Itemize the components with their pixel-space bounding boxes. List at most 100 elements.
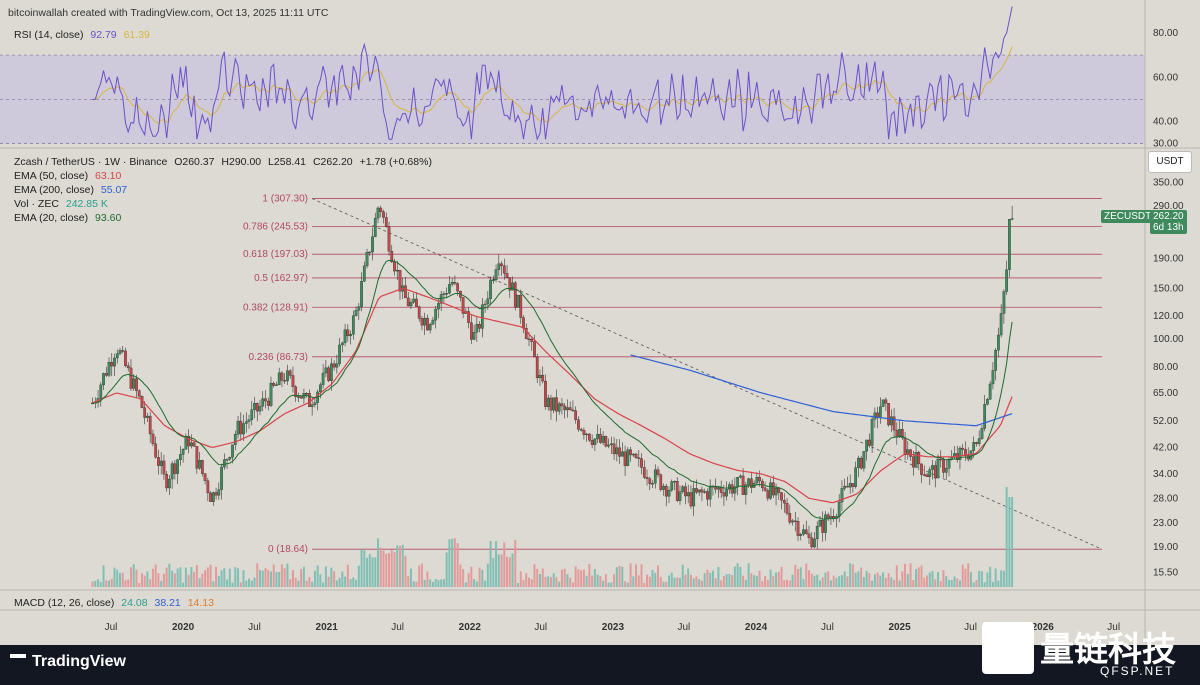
volume-bar (580, 570, 583, 587)
volume-bar (849, 563, 852, 587)
volume-bar (937, 572, 940, 587)
volume-bar (599, 576, 602, 587)
candle-body (747, 478, 750, 485)
volume-bar (215, 566, 218, 587)
ticker-badge: ZECUSDT (1101, 210, 1155, 223)
volume-bar (956, 578, 959, 587)
volume-bar (813, 575, 816, 587)
candle-body (670, 481, 674, 491)
candle-body (725, 489, 728, 497)
change-value: +1.78 (+0.68%) (359, 156, 432, 168)
volume-bar (571, 582, 574, 587)
candle-body (118, 350, 122, 354)
volume-bar (975, 579, 978, 587)
x-axis-label: Jul (678, 622, 691, 633)
candle-body (494, 269, 498, 281)
candle-body (198, 460, 201, 469)
candle-body (129, 367, 133, 389)
candle-body (961, 447, 965, 450)
candle-body (195, 446, 199, 469)
volume-bar (942, 570, 945, 587)
candle-body (387, 226, 391, 252)
volume-bar (228, 568, 231, 587)
price-axis-tick: 23.00 (1153, 518, 1178, 529)
candle-body (203, 473, 207, 481)
candle-body (365, 252, 369, 267)
candle-body (610, 443, 613, 446)
chart-canvas[interactable]: 80.00 60.00 40.00 30.00 350.00 290.00 190.00 15… (0, 0, 1200, 645)
volume-bar (118, 573, 121, 587)
candle-body (533, 341, 536, 358)
tradingview-logo[interactable]: TradingView (10, 653, 126, 671)
candle-body (354, 310, 358, 316)
volume-bar (591, 575, 594, 587)
candle-body (686, 492, 690, 497)
volume-bar (860, 567, 863, 587)
volume-bar (132, 564, 135, 587)
candle-body (472, 332, 476, 340)
rsi-value: 92.79 (90, 29, 117, 41)
volume-bar (541, 568, 544, 587)
candle-body (461, 297, 465, 314)
volume-bar (149, 579, 152, 587)
volume-bar (231, 582, 234, 587)
candle-body (535, 356, 539, 379)
volume-bar (124, 580, 127, 587)
volume-bar (1002, 570, 1005, 587)
candle-body (390, 250, 394, 263)
candle-body (209, 492, 212, 502)
volume-bar (459, 564, 462, 587)
candle-body (239, 420, 243, 435)
volume-bar (286, 563, 289, 587)
volume-bar (651, 569, 654, 587)
volume-bar (857, 571, 860, 587)
volume-bar (1000, 570, 1003, 587)
volume-bar (629, 563, 632, 587)
candles-group (91, 205, 1014, 549)
candle-body (889, 416, 893, 426)
candle-body (988, 383, 992, 400)
candle-body (700, 489, 704, 493)
volume-bar (978, 570, 981, 587)
volume-bar (212, 581, 215, 587)
volume-bar (412, 581, 415, 587)
volume-bar (506, 556, 509, 587)
candle-body (777, 488, 781, 493)
volume-bar (363, 550, 366, 587)
candle-body (319, 384, 322, 393)
watermark-logo-icon (982, 622, 1034, 674)
volume-bar (250, 580, 253, 587)
candle-body (275, 384, 278, 386)
candle-body (771, 482, 775, 496)
price-axis-tick: 28.00 (1153, 493, 1178, 504)
indicator-vol: Vol · ZEC 242.85 K (14, 198, 112, 210)
rsi-ma-line (92, 46, 1013, 124)
candle-body (508, 277, 512, 291)
volume-bar (838, 576, 841, 587)
currency-button[interactable]: USDT (1148, 151, 1192, 173)
fib-level-label: 1 (307.30) (262, 194, 308, 205)
candle-body (135, 378, 138, 391)
candle-body (497, 263, 501, 270)
volume-bar (467, 573, 470, 587)
candle-body (788, 513, 792, 523)
volume-bar (626, 582, 629, 587)
volume-bar (733, 566, 736, 587)
ema20-line (92, 259, 1013, 520)
volume-bar (739, 566, 742, 587)
volume-bar (602, 580, 605, 587)
candle-body (653, 469, 657, 484)
candle-body (837, 501, 841, 517)
fib-level-label: 0 (18.64) (268, 544, 308, 555)
price-axis-tick: 190.00 (1153, 254, 1184, 265)
candle-body (505, 273, 509, 278)
candle-body (448, 284, 451, 294)
volume-bar (901, 571, 904, 587)
volume-bar (786, 579, 789, 587)
volume-bar (945, 576, 948, 587)
volume-bar (528, 577, 531, 587)
fib-level-label: 0.382 (128.91) (243, 302, 308, 313)
candle-body (563, 405, 567, 411)
volume-bar (802, 578, 805, 587)
candle-body (920, 463, 923, 475)
